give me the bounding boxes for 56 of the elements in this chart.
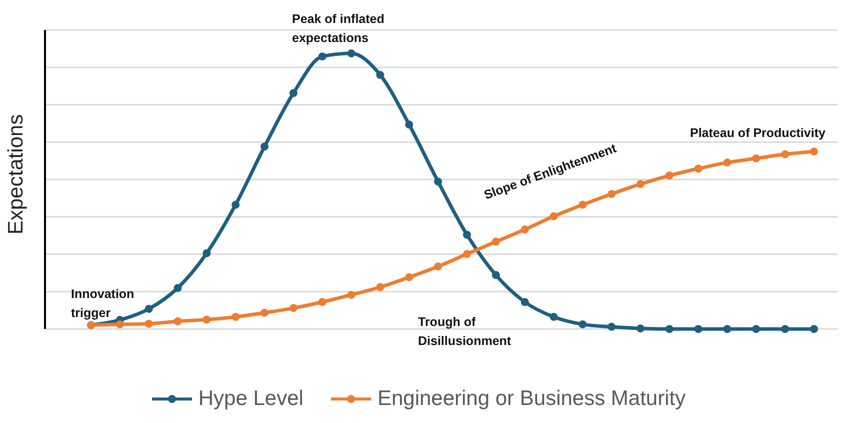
point bbox=[260, 142, 269, 151]
point bbox=[781, 150, 790, 158]
point bbox=[376, 283, 384, 292]
point bbox=[550, 312, 558, 321]
point bbox=[116, 320, 124, 328]
legend-label: Engineering or Business Maturity bbox=[377, 387, 686, 411]
annotation: Plateau of Productivity bbox=[690, 125, 826, 142]
point bbox=[636, 180, 644, 188]
point bbox=[434, 262, 442, 270]
point bbox=[781, 325, 790, 333]
point bbox=[492, 270, 500, 279]
point bbox=[462, 230, 471, 239]
point bbox=[608, 322, 616, 331]
point bbox=[405, 120, 414, 129]
point bbox=[608, 190, 616, 198]
point bbox=[492, 238, 500, 246]
point bbox=[318, 298, 326, 306]
point bbox=[462, 250, 471, 258]
point bbox=[694, 164, 702, 173]
point bbox=[810, 325, 818, 333]
legend-label: Hype Level bbox=[198, 387, 304, 411]
point bbox=[260, 308, 269, 317]
point bbox=[289, 304, 298, 312]
point bbox=[405, 273, 414, 282]
point bbox=[232, 200, 240, 209]
point bbox=[144, 304, 153, 313]
point bbox=[665, 172, 674, 180]
point bbox=[810, 148, 818, 156]
point bbox=[232, 312, 240, 321]
point bbox=[144, 320, 153, 328]
point bbox=[202, 249, 211, 258]
point bbox=[174, 284, 182, 292]
annotation: Trough of Disillusionment bbox=[418, 314, 512, 350]
point bbox=[434, 178, 442, 186]
point bbox=[752, 154, 760, 162]
point bbox=[520, 298, 529, 306]
point bbox=[376, 70, 384, 79]
point bbox=[578, 200, 587, 209]
point bbox=[723, 158, 732, 167]
text: Peak of inflated expectations bbox=[292, 11, 386, 47]
point bbox=[174, 317, 182, 326]
point bbox=[318, 52, 326, 60]
point bbox=[520, 226, 529, 234]
point bbox=[202, 316, 211, 324]
point bbox=[578, 320, 587, 328]
point bbox=[550, 212, 558, 220]
point bbox=[694, 325, 702, 333]
point bbox=[347, 290, 356, 299]
point bbox=[665, 325, 674, 333]
point bbox=[347, 49, 356, 58]
point bbox=[289, 89, 298, 98]
annotation: Innovation trigger bbox=[71, 286, 136, 322]
y-axis-title: Expectations bbox=[4, 114, 28, 234]
point bbox=[723, 325, 732, 333]
point bbox=[636, 324, 644, 332]
point bbox=[752, 325, 760, 333]
